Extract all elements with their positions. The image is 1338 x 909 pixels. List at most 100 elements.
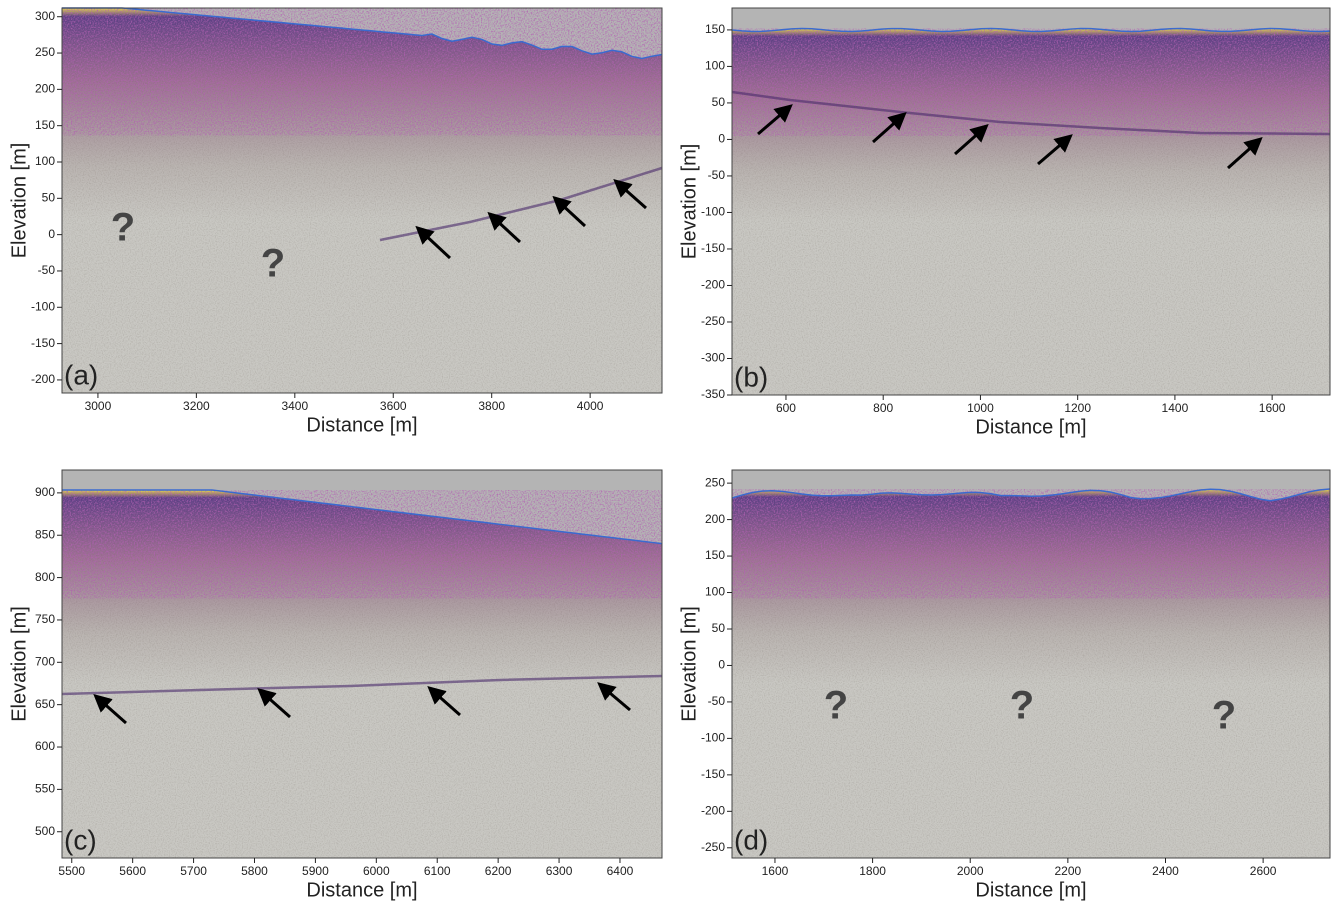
x-tick-label: 5600 xyxy=(119,864,146,878)
y-tick-label: -250 xyxy=(701,314,725,328)
y-tick-label: -150 xyxy=(31,336,55,350)
x-axis-label: Distance [m] xyxy=(975,416,1086,438)
plot-frame xyxy=(61,469,663,859)
y-tick-label: -150 xyxy=(701,241,725,255)
arrow xyxy=(757,104,793,136)
arrow xyxy=(613,179,647,210)
y-tick-label: 200 xyxy=(705,512,725,526)
panel-label: (b) xyxy=(734,361,768,392)
plot-frame xyxy=(731,469,1331,859)
y-tick-label: 250 xyxy=(35,45,55,59)
y-tick-label: 0 xyxy=(48,227,55,241)
arrow xyxy=(597,682,631,712)
y-axis-label: Elevation [m] xyxy=(8,606,30,722)
y-tick-label: -50 xyxy=(38,263,56,277)
arrow xyxy=(954,124,989,156)
y-tick-label: 900 xyxy=(35,485,55,499)
y-tick-label: 600 xyxy=(35,739,55,753)
x-tick-label: 1000 xyxy=(967,401,994,415)
y-tick-label: -50 xyxy=(708,694,726,708)
arrow xyxy=(427,686,461,717)
y-tick-label: -300 xyxy=(701,351,725,365)
y-tick-label: -150 xyxy=(701,767,725,781)
y-tick-label: 50 xyxy=(42,190,56,204)
arrow xyxy=(415,225,452,260)
x-axis-label: Distance [m] xyxy=(306,879,417,901)
y-tick-label: 200 xyxy=(35,82,55,96)
x-tick-label: 4000 xyxy=(577,399,604,413)
y-tick-label: 650 xyxy=(35,697,55,711)
y-tick-label: 50 xyxy=(712,621,726,635)
arrow xyxy=(1227,137,1263,170)
x-axis-label: Distance [m] xyxy=(306,414,417,436)
arrow xyxy=(1037,134,1073,166)
x-tick-label: 1600 xyxy=(1259,401,1286,415)
y-tick-label: 300 xyxy=(35,9,55,23)
surface-line xyxy=(731,27,1331,33)
arrow xyxy=(872,112,907,144)
question-mark: ? xyxy=(1212,694,1236,738)
panel: 900 850 800 750 700 650 600 550 500 5500 5600 5700 5… xyxy=(8,469,663,901)
x-tick-label: 2000 xyxy=(957,864,984,878)
band-speckle xyxy=(62,490,662,599)
x-axis-label: Distance [m] xyxy=(975,879,1086,901)
x-tick-label: 3400 xyxy=(281,399,308,413)
y-tick-label: -200 xyxy=(701,803,725,817)
panel-label: (d) xyxy=(734,824,768,855)
x-tick-label: 2200 xyxy=(1055,864,1082,878)
y-tick-label: -200 xyxy=(701,278,725,292)
surface-line xyxy=(62,489,663,545)
y-tick-label: 150 xyxy=(705,22,725,36)
y-tick-label: 0 xyxy=(718,132,725,146)
air-region xyxy=(732,8,1330,32)
x-tick-label: 5700 xyxy=(180,864,207,878)
y-tick-label: 800 xyxy=(35,570,55,584)
x-tick-label: 1400 xyxy=(1162,401,1189,415)
surface-line xyxy=(731,488,1331,502)
band-speckle xyxy=(62,8,662,136)
question-mark: ? xyxy=(111,206,135,250)
x-tick-label: 2600 xyxy=(1250,864,1277,878)
x-tick-label: 5500 xyxy=(58,864,85,878)
arrow xyxy=(487,211,522,244)
x-tick-label: 600 xyxy=(776,401,796,415)
y-axis-label: Elevation [m] xyxy=(678,606,700,722)
y-tick-label: 850 xyxy=(35,527,55,541)
y-tick-label: 150 xyxy=(35,118,55,132)
y-tick-label: -350 xyxy=(701,387,725,401)
x-tick-label: 1200 xyxy=(1064,401,1091,415)
panel-label: (a) xyxy=(64,359,98,390)
y-tick-label: 100 xyxy=(35,154,55,168)
question-mark: ? xyxy=(261,242,285,286)
x-tick-label: 2400 xyxy=(1152,864,1179,878)
y-tick-label: 150 xyxy=(705,548,725,562)
y-tick-label: 250 xyxy=(705,475,725,489)
y-tick-label: 500 xyxy=(35,824,55,838)
y-tick-label: 50 xyxy=(712,95,726,109)
x-tick-label: 6300 xyxy=(546,864,573,878)
y-tick-label: -50 xyxy=(708,168,726,182)
arrow xyxy=(552,195,587,228)
panel: 300 250 200 150 100 50 0 -50 -100 -150 -200 3000 320… xyxy=(8,7,663,436)
y-tick-label: -200 xyxy=(31,372,55,386)
y-axis-label: Elevation [m] xyxy=(8,143,30,259)
y-tick-label: 100 xyxy=(705,585,725,599)
panel: 250 200 150 100 50 0 -50 -100 -150 -200 -250 1600 18… xyxy=(678,469,1331,901)
x-tick-label: 5800 xyxy=(241,864,268,878)
x-tick-label: 3200 xyxy=(183,399,210,413)
arrow xyxy=(93,694,127,725)
x-tick-label: 3800 xyxy=(478,399,505,413)
x-tick-label: 1800 xyxy=(859,864,886,878)
y-tick-label: 0 xyxy=(718,658,725,672)
question-mark: ? xyxy=(1010,684,1034,728)
x-tick-label: 1600 xyxy=(762,864,789,878)
y-tick-label: 750 xyxy=(35,612,55,626)
x-tick-label: 800 xyxy=(873,401,893,415)
reflector xyxy=(61,674,663,696)
x-tick-label: 6000 xyxy=(363,864,390,878)
y-tick-label: -100 xyxy=(31,299,55,313)
y-tick-label: 700 xyxy=(35,654,55,668)
panel: 150 100 50 0 -50 -100 -150 -200 -250 -300 -350 600 8… xyxy=(678,7,1331,438)
surface-line xyxy=(62,7,663,60)
